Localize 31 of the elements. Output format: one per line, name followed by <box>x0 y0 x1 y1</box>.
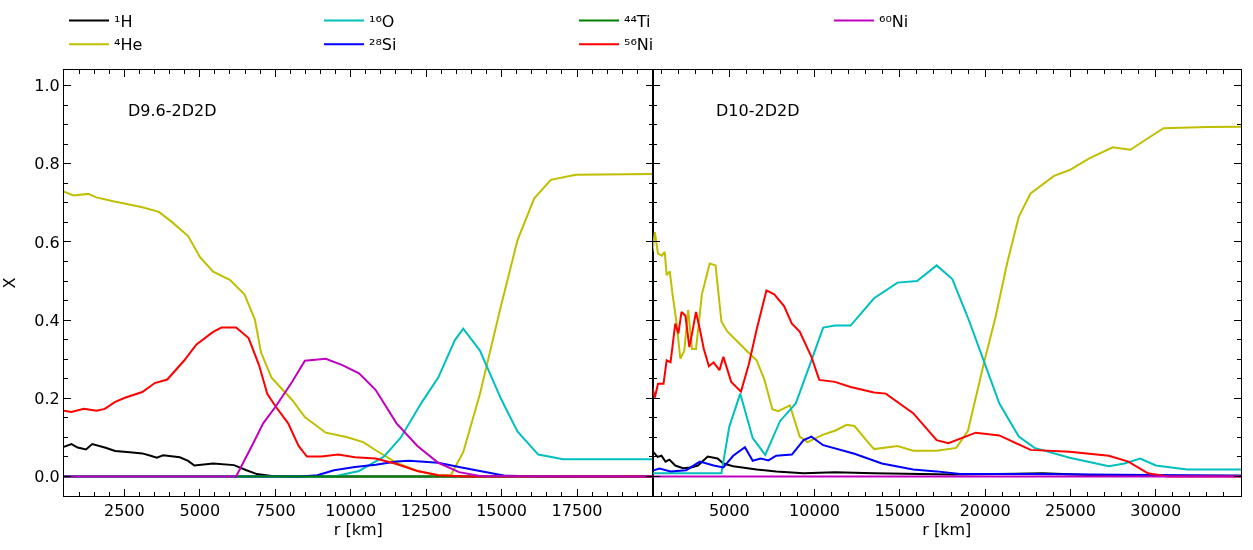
annotation: D10-2D2D <box>716 101 800 120</box>
x-tick-label: 25000 <box>1044 501 1096 521</box>
legend-label: ⁵⁶Ni <box>624 35 654 55</box>
y-tick-label: 0.6 <box>34 232 60 252</box>
x-axis-title: r [km] <box>333 520 383 540</box>
y-tick-label: 0.2 <box>34 388 60 408</box>
legend-label: ²⁸Si <box>369 35 397 55</box>
x-axis-title: r [km] <box>922 520 972 540</box>
x-tick-label: 15000 <box>476 501 528 521</box>
y-axis-title: X <box>0 277 19 289</box>
x-tick-label: 5000 <box>179 501 221 521</box>
y-tick-label: 0.4 <box>34 310 60 330</box>
x-tick-label: 20000 <box>959 501 1011 521</box>
x-tick-label: 12500 <box>400 501 452 521</box>
y-tick-label: 1.0 <box>34 76 60 96</box>
annotation: D9.6-2D2D <box>128 101 217 120</box>
x-tick-label: 15000 <box>874 501 926 521</box>
x-tick-label: 10000 <box>325 501 377 521</box>
legend-label: ¹⁶O <box>369 11 395 31</box>
x-tick-label: 17500 <box>551 501 603 521</box>
legend-label: ⁶⁰Ni <box>879 11 909 31</box>
x-tick-label: 10000 <box>789 501 840 521</box>
x-tick-label: 7500 <box>254 501 296 521</box>
x-tick-label: 2500 <box>104 501 145 521</box>
legend-label: ⁴⁴Ti <box>624 11 651 31</box>
x-tick-label: 30000 <box>1130 501 1182 521</box>
x-tick-label: 5000 <box>708 501 750 521</box>
y-tick-label: 0.0 <box>34 467 60 487</box>
y-tick-label: 0.8 <box>34 154 60 174</box>
legend-label: ⁴He <box>114 35 143 55</box>
legend-label: ¹H <box>114 11 133 31</box>
